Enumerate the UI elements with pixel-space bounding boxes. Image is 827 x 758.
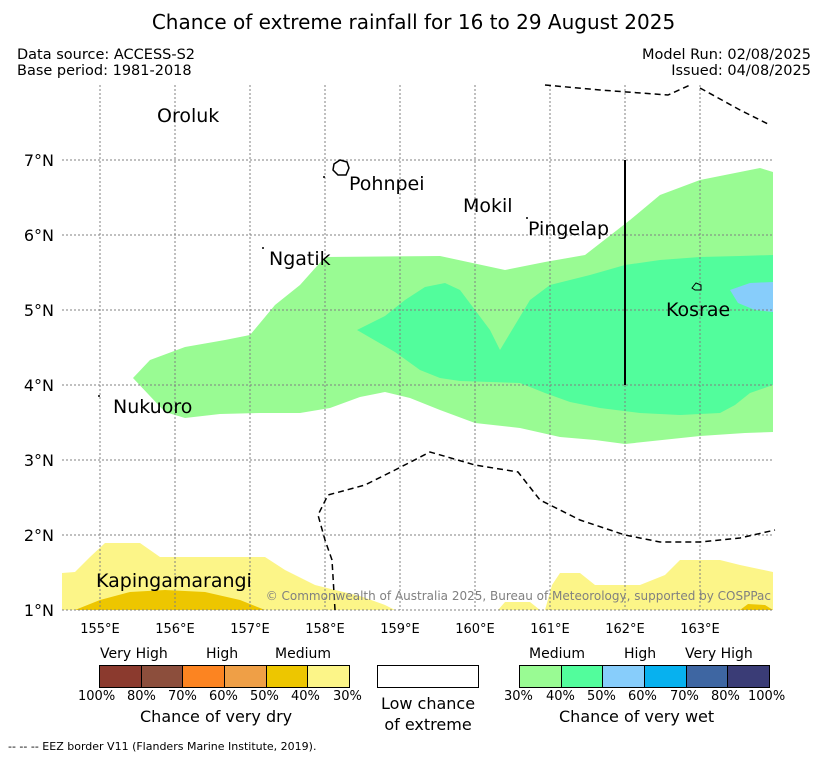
wet-swatch (560, 666, 603, 687)
wet-tick: 40% (546, 689, 575, 704)
lon-label: 163°E (680, 622, 720, 637)
dry-tick: 60% (209, 689, 238, 704)
dry-header-very-high: Very High (100, 646, 168, 662)
wet-colorbar (519, 665, 770, 688)
nukuoro-island (98, 395, 100, 397)
dry-tick: 50% (250, 689, 279, 704)
dry-colorbar (99, 665, 350, 688)
lat-label: 1°N (24, 601, 54, 620)
place-nukuoro: Nukuoro (113, 396, 192, 418)
lon-label: 161°E (530, 622, 570, 637)
rainfall-map: 155°E 156°E 157°E 158°E 159°E 160°E 161°… (24, 84, 776, 637)
wet-swatch (727, 666, 770, 687)
lat-label: 3°N (24, 451, 54, 470)
lat-label: 6°N (24, 226, 54, 245)
place-pohnpei: Pohnpei (349, 173, 425, 195)
dry-medium-area-3 (545, 560, 773, 610)
wet-high-area (357, 255, 773, 415)
lon-label: 162°E (605, 622, 645, 637)
lat-label: 5°N (24, 301, 54, 320)
low-chance-line1: Low chance (380, 694, 476, 713)
dry-tick: 70% (168, 689, 197, 704)
kosrae-island (691, 282, 702, 291)
gridlines (62, 85, 773, 611)
low-chance-box (377, 665, 479, 688)
pohnpei-island (332, 159, 350, 176)
dry-swatch (140, 666, 183, 687)
eez-footnote: -- -- -- EEZ border V11 (Flanders Marine… (8, 740, 317, 753)
lon-label: 159°E (380, 622, 420, 637)
lon-label: 156°E (155, 622, 195, 637)
wet-tick: 70% (670, 689, 699, 704)
lon-label: 155°E (80, 622, 120, 637)
wet-swatch (644, 666, 686, 687)
page-title: Chance of extreme rainfall for 16 to 29 … (151, 10, 676, 34)
issued-date: Issued: 04/08/2025 (671, 63, 811, 79)
wet-swatch (602, 666, 645, 687)
oroluk-island (323, 176, 325, 178)
dry-tick: 40% (291, 689, 320, 704)
place-oroluk: Oroluk (157, 105, 219, 127)
wet-tick: 50% (587, 689, 616, 704)
dry-tick: 30% (333, 689, 362, 704)
wet-header-very-high: Very High (685, 646, 753, 662)
place-ngatik: Ngatik (269, 248, 331, 270)
place-kapingamarangi: Kapingamarangi (96, 570, 252, 592)
wet-tick: 60% (628, 689, 657, 704)
model-run: Model Run: 02/08/2025 (641, 47, 811, 63)
ngatik-island (262, 247, 264, 249)
lon-label: 157°E (230, 622, 270, 637)
lat-label: 4°N (24, 376, 54, 395)
place-mokil: Mokil (463, 195, 513, 217)
place-kosrae: Kosrae (666, 299, 730, 321)
wet-tick: 80% (711, 689, 740, 704)
low-chance-caption: Low chance of extreme (360, 693, 496, 735)
wet-tick: 30% (504, 689, 533, 704)
data-source: Data source: ACCESS-S2 (17, 47, 196, 63)
eez-border (317, 84, 776, 611)
dry-tick: 100% (78, 689, 116, 704)
base-period: Base period: 1981-2018 (17, 63, 192, 79)
dry-caption: Chance of very dry (140, 707, 293, 726)
dry-tick: 80% (127, 689, 156, 704)
wet-tick: 100% (748, 689, 786, 704)
dry-medium-area-2 (498, 602, 540, 610)
copyright-text: © Commonwealth of Australia 2025, Bureau… (266, 589, 771, 603)
dry-swatch (182, 666, 225, 687)
lat-label: 7°N (24, 151, 54, 170)
wet-caption: Chance of very wet (559, 707, 715, 726)
lat-label: 2°N (24, 526, 54, 545)
wet-high-blue-area (730, 282, 773, 312)
mokil-island (526, 217, 528, 219)
dry-high-area-2 (740, 604, 773, 610)
dry-swatch (224, 666, 266, 687)
wet-header-high: High (624, 646, 657, 662)
lon-label: 160°E (455, 622, 495, 637)
wet-swatch (520, 666, 561, 687)
dry-header-high: High (206, 646, 239, 662)
dry-header-medium: Medium (275, 646, 331, 662)
place-pingelap: Pingelap (528, 218, 609, 240)
dry-high-area (75, 590, 265, 610)
dry-swatch (100, 666, 141, 687)
lon-label: 158°E (305, 622, 345, 637)
wet-header-medium: Medium (529, 646, 585, 662)
dry-swatch (307, 666, 350, 687)
dry-swatch (265, 666, 308, 687)
low-chance-line2: of extreme (384, 715, 472, 734)
wet-swatch (685, 666, 728, 687)
